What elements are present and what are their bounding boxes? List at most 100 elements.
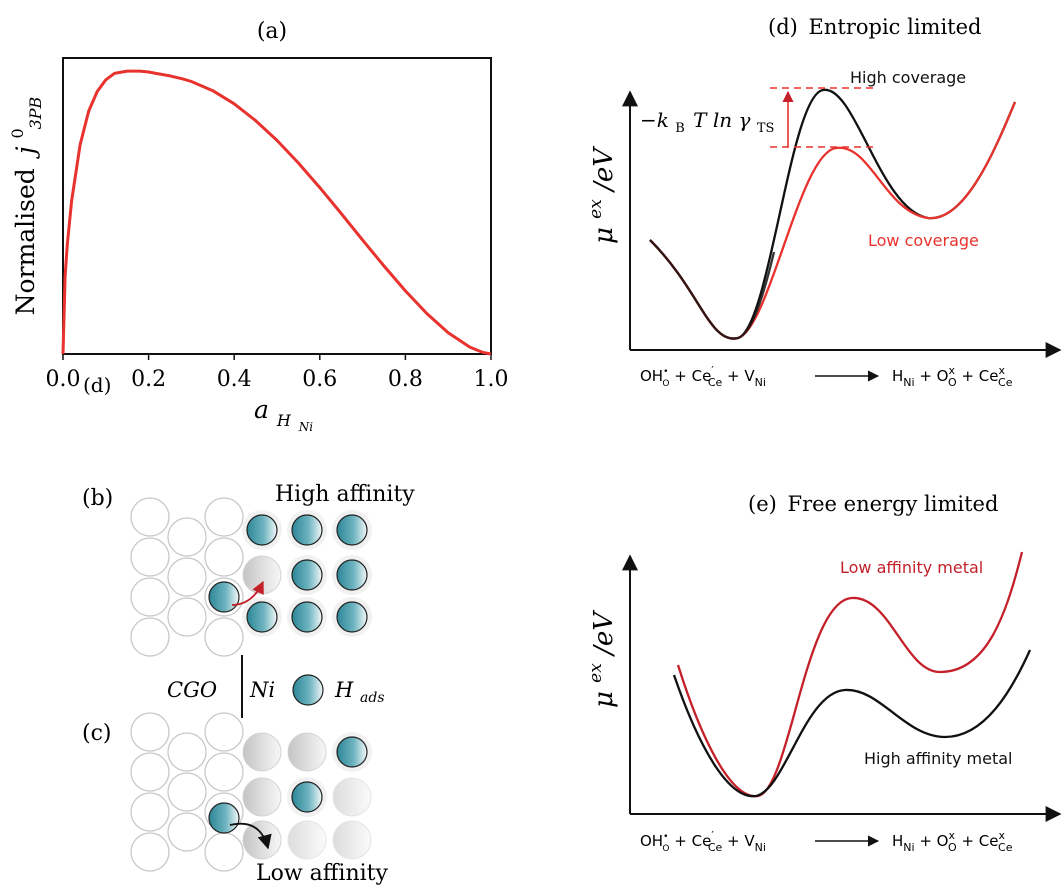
- stray-panel-label: (d): [83, 373, 111, 397]
- cgo-site: [204, 537, 244, 577]
- ni-site: [287, 732, 327, 772]
- cgo-site: [204, 712, 244, 752]
- panel-a: (a) 0.0 0.2 0.4 0.6 0.8 1.0 Normalised j 0 3P…: [8, 19, 509, 434]
- panel-c-label: (c): [82, 721, 112, 746]
- reaction-e: OH• O + Ce′ Ce + VNi HNi + Ox O + Cex Ce: [640, 829, 1013, 854]
- ylabel-sup: ex: [586, 663, 606, 683]
- x-tick-label: 0.4: [217, 367, 252, 392]
- legend-ni: Ni: [249, 678, 275, 702]
- low-coverage-curve: [649, 101, 1017, 340]
- ni-site: [242, 820, 282, 860]
- legend-cgo: CGO: [167, 678, 217, 702]
- low-affinity-label: Low affinity metal: [840, 558, 983, 577]
- hads-legend-dot: [292, 674, 324, 706]
- ylabel-mu: μ: [589, 691, 619, 708]
- panel-d-title: (d) Entropic limited: [768, 15, 981, 39]
- adsorbed-h: [291, 559, 323, 591]
- y-axis-label: μ ex /eV: [578, 610, 619, 708]
- adsorbed-h: [336, 736, 368, 768]
- products: HNi + Ox O + Cex Ce: [892, 829, 1013, 854]
- hads-sub: ads: [360, 690, 385, 706]
- ni-site: [242, 555, 282, 595]
- x-tick-label: 0.0: [46, 367, 81, 392]
- cgo-site: [204, 752, 244, 792]
- panel-b-label: (b): [82, 486, 113, 511]
- ni-site: [332, 777, 372, 817]
- x-axis-label: a H Ni: [254, 395, 313, 434]
- ylabel-sub: 3PB: [26, 96, 45, 129]
- high-affinity-curve: [672, 649, 1032, 798]
- panel-c-caption: Low affinity: [256, 861, 389, 886]
- high-affinity-label: High affinity metal: [864, 749, 1013, 768]
- ni-site: [332, 820, 372, 860]
- ann-sub-b: B: [675, 121, 685, 136]
- x-tick-label: 0.8: [388, 367, 423, 392]
- panel-e: (e) Free energy limited μ ex /eV Low aff…: [578, 492, 1062, 854]
- adsorbed-h: [291, 514, 323, 546]
- hop-arrow-black: [229, 822, 272, 850]
- y-axis-label: Normalised j 0 3PB: [8, 96, 45, 315]
- shared-curve-segment: [649, 239, 776, 340]
- panel-d: (d) Entropic limited μ ex /eV −k B T ln …: [586, 15, 1062, 389]
- low-affinity-curve: [676, 551, 1024, 798]
- x-axis: 0.0 0.2 0.4 0.6 0.8 1.0: [46, 354, 509, 392]
- ylabel-sup: 0: [8, 128, 27, 138]
- y-axis-label: μ ex /eV: [586, 146, 619, 244]
- cgo-site: [204, 832, 244, 872]
- cgo-site: [130, 752, 170, 792]
- xlabel-symbol: a: [254, 395, 269, 424]
- xlabel-sub: H: [276, 411, 292, 430]
- high-coverage-label: High coverage: [850, 68, 966, 87]
- adsorbed-h: [336, 601, 368, 633]
- x-tick-label: 1.0: [474, 367, 509, 392]
- plot-area: [61, 69, 492, 356]
- cgo-site: [167, 812, 207, 852]
- cgo-site: [130, 832, 170, 872]
- cgo-site: [130, 537, 170, 577]
- adsorbed-h: [336, 559, 368, 591]
- cgo-site: [130, 792, 170, 832]
- panel-d-title-text: Entropic limited: [809, 15, 982, 39]
- cgo-site: [130, 577, 170, 617]
- lattice-low-affinity: [130, 712, 372, 872]
- panel-e-title: (e) Free energy limited: [748, 492, 998, 516]
- cgo-site: [167, 597, 207, 637]
- x-tick-label: 0.6: [302, 367, 337, 392]
- low-coverage-label: Low coverage: [868, 231, 979, 250]
- adsorbed-h: [246, 514, 278, 546]
- ni-site: [242, 732, 282, 772]
- panel-c: (c) Low affinity: [82, 712, 389, 886]
- cgo-site: [167, 557, 207, 597]
- reactants: OH• O + Ce′ Ce + VNi: [640, 829, 766, 854]
- cgo-site: [130, 617, 170, 657]
- ylabel-text: Normalised: [11, 168, 40, 315]
- panel-b-caption: High affinity: [275, 482, 415, 507]
- adsorbed-h: [291, 601, 323, 633]
- plot-frame: [62, 57, 492, 355]
- ni-site: [242, 777, 282, 817]
- ts-annotation: −k B T ln γ TS: [640, 108, 774, 137]
- panel-d-label: (d): [768, 15, 798, 39]
- ylabel-unit: /eV: [589, 610, 619, 658]
- hads-symbol: H: [334, 678, 354, 702]
- ylabel-mu: μ: [589, 227, 619, 244]
- legend-bc: CGO Ni H ads: [167, 655, 385, 718]
- ann-sub-ts: TS: [757, 121, 775, 136]
- cgo-site: [167, 732, 207, 772]
- cgo-site: [130, 712, 170, 752]
- adsorbed-h: [291, 781, 323, 813]
- reaction-d: OH• O + Ce′ Ce + VNi HNi + Ox O + Cex Ce: [640, 364, 1013, 389]
- adsorbed-h: [246, 601, 278, 633]
- ylabel-unit: /eV: [589, 146, 619, 194]
- lattice-high-affinity: [130, 497, 372, 657]
- ni-site: [287, 820, 327, 860]
- ann-mid: T ln γ: [693, 108, 750, 132]
- cgo-site: [130, 497, 170, 537]
- svg-text:μ ex /eV: μ ex /eV: [578, 610, 619, 708]
- xlabel-subsub: Ni: [298, 420, 314, 434]
- panel-a-label: (a): [257, 19, 287, 44]
- panel-e-label: (e): [748, 492, 777, 516]
- adsorbed-h: [336, 514, 368, 546]
- series-line: [61, 69, 492, 356]
